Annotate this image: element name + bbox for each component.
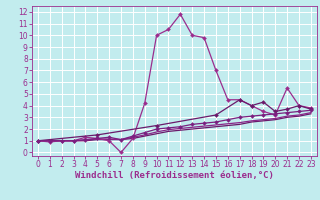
X-axis label: Windchill (Refroidissement éolien,°C): Windchill (Refroidissement éolien,°C) [75,171,274,180]
